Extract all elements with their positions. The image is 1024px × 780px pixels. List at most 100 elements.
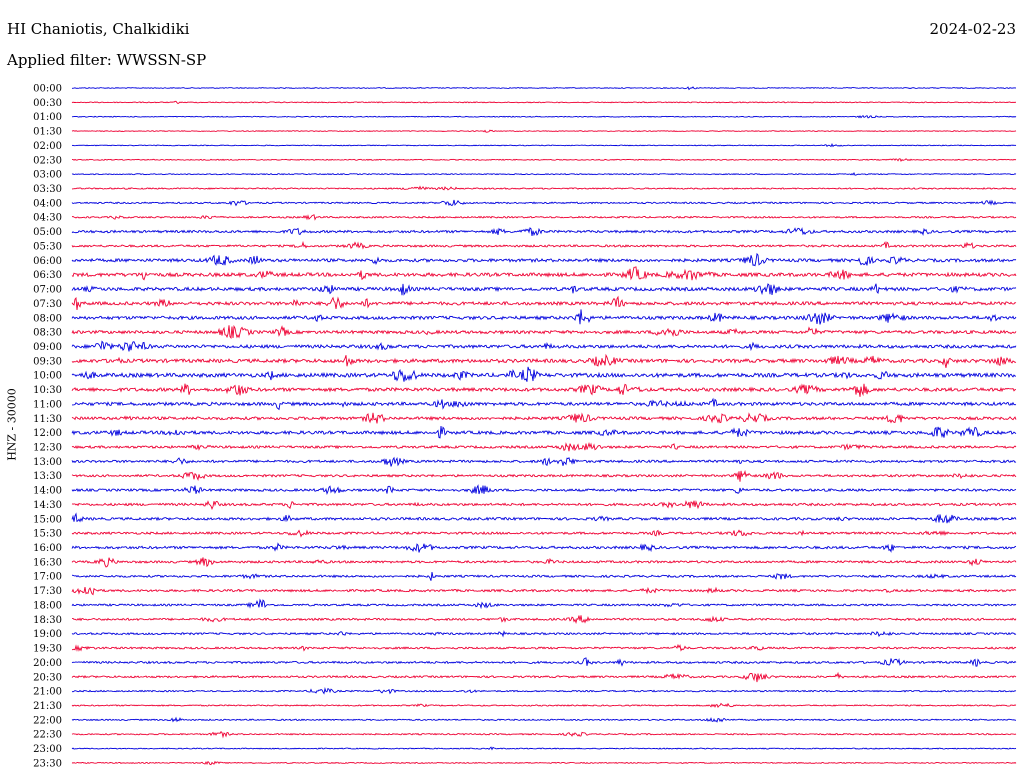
trace-0030 [71, 100, 1017, 105]
time-label-1830: 18:30 [33, 615, 62, 626]
trace-0430 [71, 214, 1017, 221]
time-label-0800: 08:00 [33, 313, 62, 324]
filter-label: Applied filter: WWSSN-SP [7, 51, 207, 69]
time-label-0030: 00:30 [33, 98, 62, 109]
trace-0900 [71, 340, 1017, 352]
trace-0530 [71, 240, 1017, 250]
trace-0730 [71, 295, 1017, 311]
trace-2200 [71, 716, 1017, 723]
trace-0230 [71, 158, 1017, 163]
trace-1100 [71, 397, 1017, 411]
trace-1500 [71, 512, 1017, 524]
trace-1800 [71, 598, 1017, 610]
time-label-0000: 00:00 [33, 84, 62, 95]
time-label-group: 00:00 00:30 01:00 01:30 02:00 02:30 03:00 03:30… [33, 84, 62, 770]
time-label-0930: 09:30 [33, 356, 62, 367]
trace-1130 [71, 412, 1017, 424]
trace-1900 [71, 630, 1017, 638]
trace-0700 [71, 283, 1017, 296]
time-label-2000: 20:00 [33, 658, 62, 669]
time-label-2200: 22:00 [33, 715, 62, 726]
trace-1530 [71, 529, 1017, 538]
time-label-0230: 02:30 [33, 155, 62, 166]
trace-1330 [71, 469, 1017, 482]
time-label-2100: 21:00 [33, 687, 62, 698]
time-label-1500: 15:00 [33, 514, 62, 525]
trace-0800 [71, 309, 1017, 325]
time-label-0330: 03:30 [33, 184, 62, 195]
time-label-1530: 15:30 [33, 529, 62, 540]
trace-0330 [71, 185, 1017, 191]
time-label-0400: 04:00 [33, 198, 62, 209]
time-label-0630: 06:30 [33, 270, 62, 281]
trace-0830 [71, 324, 1017, 339]
time-label-0500: 05:00 [33, 227, 62, 238]
time-label-1600: 16:00 [33, 543, 62, 554]
time-label-1730: 17:30 [33, 586, 62, 597]
time-label-0700: 07:00 [33, 285, 62, 296]
time-label-1200: 12:00 [33, 428, 62, 439]
time-label-0100: 01:00 [33, 112, 62, 123]
trace-1730 [71, 586, 1017, 596]
trace-2300 [71, 746, 1017, 751]
time-label-1030: 10:30 [33, 385, 62, 396]
time-label-0430: 04:30 [33, 213, 62, 224]
trace-1230 [71, 442, 1017, 452]
trace-1700 [71, 571, 1017, 581]
time-label-2030: 20:30 [33, 672, 62, 683]
trace-0100 [71, 114, 1017, 119]
trace-1000 [71, 366, 1017, 382]
station-title: HI Chaniotis, Chalkidiki [7, 20, 190, 38]
time-label-2300: 23:00 [33, 744, 62, 755]
time-label-1230: 12:30 [33, 443, 62, 454]
time-label-0830: 08:30 [33, 328, 62, 339]
trace-0930 [71, 353, 1017, 368]
trace-group [71, 86, 1017, 766]
trace-0630 [71, 266, 1017, 281]
trace-2030 [71, 671, 1017, 683]
trace-0600 [71, 252, 1017, 267]
trace-2230 [71, 730, 1017, 739]
trace-0130 [71, 129, 1017, 133]
time-label-1700: 17:00 [33, 572, 62, 583]
trace-1430 [71, 499, 1017, 510]
time-label-0200: 02:00 [33, 141, 62, 152]
trace-0200 [71, 142, 1017, 148]
time-label-0900: 09:00 [33, 342, 62, 353]
time-label-0130: 01:30 [33, 127, 62, 138]
trace-1030 [71, 383, 1017, 397]
time-label-0530: 05:30 [33, 241, 62, 252]
time-label-1630: 16:30 [33, 557, 62, 568]
time-label-2230: 22:30 [33, 730, 62, 741]
time-label-1330: 13:30 [33, 471, 62, 482]
time-label-2330: 23:30 [33, 758, 62, 769]
trace-0300 [71, 172, 1017, 176]
trace-0000 [71, 86, 1017, 91]
trace-1200 [71, 426, 1017, 439]
trace-1600 [71, 542, 1017, 553]
time-label-1900: 19:00 [33, 629, 62, 640]
time-label-1800: 18:00 [33, 600, 62, 611]
time-label-1300: 13:00 [33, 457, 62, 468]
time-label-0730: 07:30 [33, 299, 62, 310]
trace-1300 [71, 456, 1017, 467]
trace-1400 [71, 484, 1017, 495]
time-label-2130: 21:30 [33, 701, 62, 712]
date-label: 2024-02-23 [929, 20, 1016, 38]
time-label-1430: 14:30 [33, 500, 62, 511]
trace-0400 [71, 199, 1017, 207]
trace-2100 [71, 687, 1017, 695]
trace-2130 [71, 702, 1017, 708]
time-label-0300: 03:00 [33, 170, 62, 181]
time-label-1000: 10:00 [33, 371, 62, 382]
time-label-1100: 11:00 [33, 399, 62, 410]
time-label-1130: 11:30 [33, 414, 62, 425]
time-label-0600: 06:00 [33, 256, 62, 267]
time-label-1930: 19:30 [33, 644, 62, 655]
time-label-1400: 14:00 [33, 486, 62, 497]
trace-1830 [71, 615, 1017, 624]
trace-2330 [71, 760, 1017, 766]
trace-2000 [71, 657, 1017, 667]
trace-0500 [71, 227, 1017, 237]
